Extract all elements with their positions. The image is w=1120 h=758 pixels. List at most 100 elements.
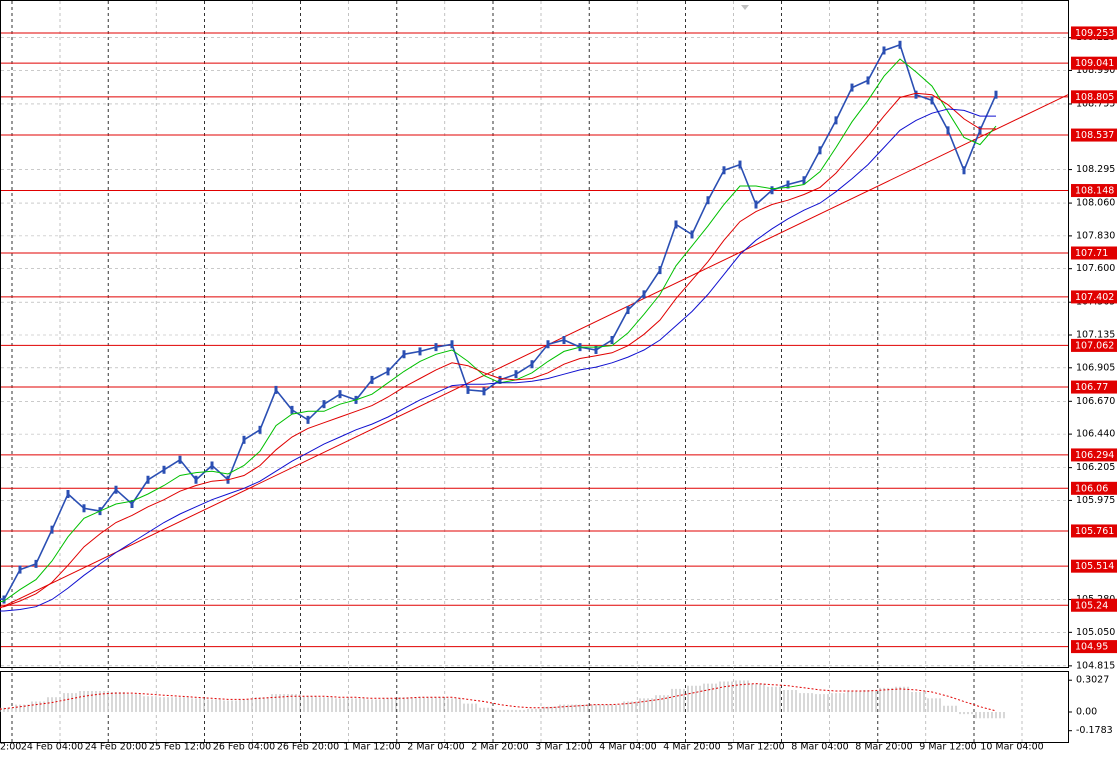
candle xyxy=(114,485,118,494)
level-label-box xyxy=(1071,380,1117,394)
x-tick-label: 26 Feb 20:00 xyxy=(277,742,339,753)
candle xyxy=(482,387,486,396)
candle xyxy=(658,266,662,275)
candle xyxy=(802,176,806,185)
x-tick-label: 2:00 xyxy=(0,742,21,753)
x-tick-label: 2 Mar 04:00 xyxy=(407,742,464,753)
shift-marker xyxy=(741,5,749,10)
candle xyxy=(322,400,326,409)
y-tick-label: 106.205 xyxy=(1076,462,1115,473)
y-tick-label: 106.440 xyxy=(1076,429,1115,440)
candle xyxy=(626,306,630,315)
y-tick-label: 107.830 xyxy=(1076,230,1115,241)
x-tick-label: 4 Mar 20:00 xyxy=(663,742,720,753)
candle xyxy=(194,475,198,484)
level-label-box xyxy=(1071,290,1117,304)
y-tick-label: 108.295 xyxy=(1076,164,1115,175)
y-tick-label: 105.050 xyxy=(1076,627,1115,638)
candle xyxy=(562,335,566,344)
x-tick-label: 5 Mar 12:00 xyxy=(727,742,784,753)
x-tick-label: 2 Mar 20:00 xyxy=(471,742,528,753)
level-label-box xyxy=(1071,90,1117,104)
level-label: 104.95 xyxy=(1075,642,1108,653)
level-label: 107.71 xyxy=(1075,248,1108,259)
level-label-box xyxy=(1071,26,1117,40)
candle xyxy=(130,499,134,508)
candle xyxy=(978,126,982,135)
candle xyxy=(770,186,774,195)
candle xyxy=(466,385,470,394)
candle xyxy=(82,504,86,513)
candle xyxy=(594,345,598,354)
candle xyxy=(530,360,534,369)
y-tick-label: 107.600 xyxy=(1076,263,1115,274)
candle xyxy=(274,385,278,394)
candle xyxy=(898,40,902,49)
candle xyxy=(834,116,838,125)
y-tick-label: 106.905 xyxy=(1076,362,1115,373)
level-label-box xyxy=(1071,56,1117,70)
x-tick-label: 9 Mar 12:00 xyxy=(919,742,976,753)
moving-average xyxy=(0,58,997,603)
candle xyxy=(882,46,886,55)
candle xyxy=(306,415,310,424)
level-label: 106.06 xyxy=(1075,483,1108,494)
level-label: 105.761 xyxy=(1075,526,1114,537)
trendline xyxy=(0,94,1069,609)
candle xyxy=(338,390,342,399)
x-tick-label: 24 Feb 20:00 xyxy=(85,742,147,753)
candle xyxy=(258,425,262,434)
candle xyxy=(386,367,390,376)
candle xyxy=(706,196,710,205)
candle xyxy=(994,90,998,99)
candle xyxy=(34,559,38,568)
moving-average xyxy=(0,108,996,612)
level-label: 109.253 xyxy=(1075,28,1114,39)
level-label-box xyxy=(1071,640,1117,654)
y-tick-label: 108.060 xyxy=(1076,198,1115,209)
x-tick-label: 3 Mar 12:00 xyxy=(535,742,592,753)
level-label: 109.041 xyxy=(1075,58,1114,69)
oscillator-panel xyxy=(0,671,1069,743)
moving-average xyxy=(0,92,996,608)
candle xyxy=(370,375,374,384)
level-label: 106.77 xyxy=(1075,382,1108,393)
candle xyxy=(690,230,694,239)
y-tick-label: 108.755 xyxy=(1076,98,1115,109)
candle xyxy=(162,465,166,474)
y-tick-label: -0.1783 xyxy=(1076,725,1113,736)
candle xyxy=(210,461,214,470)
candle xyxy=(786,180,790,189)
candle xyxy=(962,166,966,175)
x-tick-label: 4 Mar 04:00 xyxy=(599,742,656,753)
candle xyxy=(642,290,646,299)
candle xyxy=(146,475,150,484)
candle xyxy=(738,160,742,169)
candle xyxy=(402,350,406,359)
main-panel xyxy=(0,0,1069,668)
level-label-box xyxy=(1071,246,1117,260)
x-tick-label: 24 Feb 04:00 xyxy=(21,742,83,753)
level-label: 107.062 xyxy=(1075,340,1114,351)
candle xyxy=(930,96,934,105)
candle xyxy=(50,525,54,534)
candle xyxy=(66,490,70,499)
candle xyxy=(866,76,870,85)
x-tick-label: 1 Mar 12:00 xyxy=(343,742,400,753)
level-label-box xyxy=(1071,128,1117,142)
candle xyxy=(850,83,854,92)
candle xyxy=(178,455,182,464)
candle xyxy=(418,347,422,356)
x-tick-label: 25 Feb 12:00 xyxy=(149,742,211,753)
candle xyxy=(242,435,246,444)
candle xyxy=(674,220,678,229)
level-label-box xyxy=(1071,524,1117,538)
candle xyxy=(514,370,518,379)
y-tick-label: 106.670 xyxy=(1076,396,1115,407)
x-tick-label: 8 Mar 04:00 xyxy=(791,742,848,753)
candle xyxy=(914,90,918,99)
level-label: 105.24 xyxy=(1075,600,1108,611)
candle xyxy=(290,405,294,414)
y-tick-label: 104.815 xyxy=(1076,660,1115,671)
